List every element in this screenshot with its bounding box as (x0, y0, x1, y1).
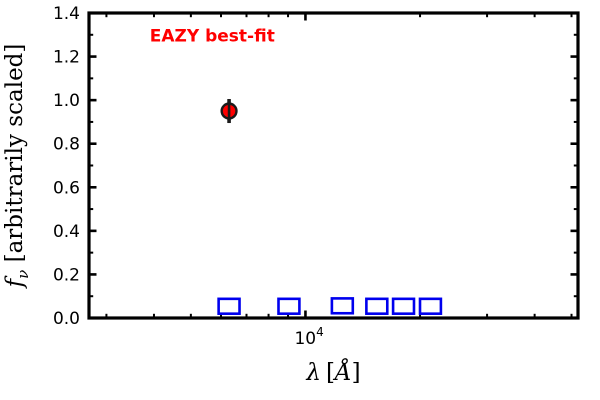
best-fit-annotation: EAZY best-fit (150, 26, 275, 46)
y-tick-label: 0.8 (53, 135, 80, 155)
y-tick-label: 0.2 (53, 265, 80, 285)
y-tick-label: 0.6 (53, 178, 80, 198)
x-tick-label: 104 (294, 325, 323, 349)
plot-frame (87, 11, 580, 320)
x-axis-title: λ [Å] (305, 358, 360, 386)
model-photometry-square (391, 297, 416, 315)
model-photometry-square (365, 297, 389, 315)
model-photometry-square (277, 297, 301, 315)
model-photometry-square (217, 297, 241, 315)
y-axis-title: fν [arbitrarily scaled] (2, 44, 32, 290)
model-photometry-square (330, 297, 355, 315)
y-tick-label: 1.0 (53, 91, 80, 111)
y-tick-label: 1.2 (53, 48, 80, 68)
model-photometry-square (418, 297, 443, 315)
y-tick-label: 0.0 (53, 309, 80, 329)
y-tick-label: 1.4 (53, 4, 80, 24)
y-tick-label: 0.4 (53, 222, 80, 242)
